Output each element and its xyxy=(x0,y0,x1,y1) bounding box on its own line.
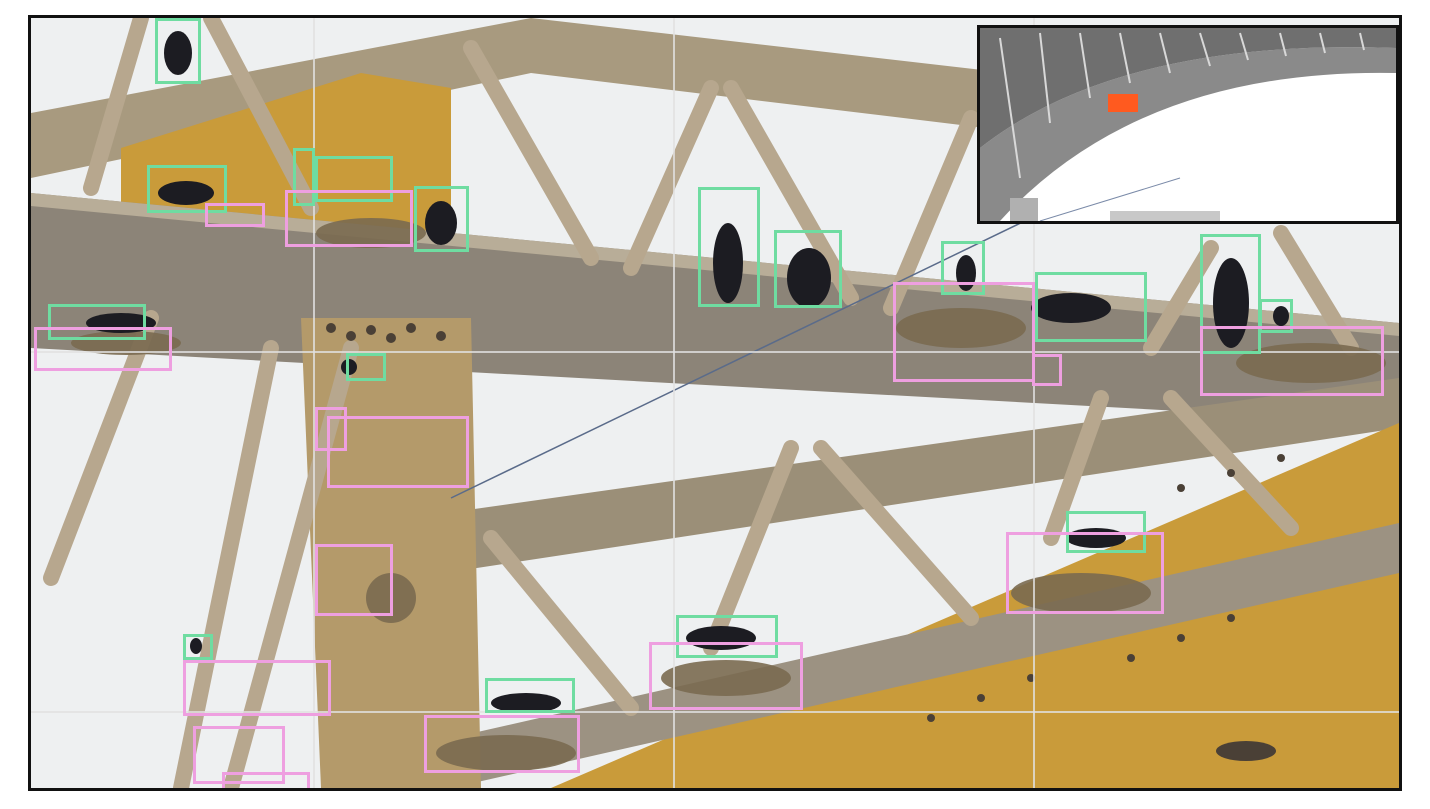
bird-box xyxy=(155,18,201,84)
nest-box xyxy=(205,203,265,227)
grid-line-vertical xyxy=(1033,18,1035,788)
bridge-overview-drawing xyxy=(980,28,1396,221)
nest-box xyxy=(649,642,803,710)
ground-structure xyxy=(1010,198,1038,221)
ground-structure xyxy=(1110,211,1220,221)
middle-girder xyxy=(411,378,1399,578)
bridge-overview-inset xyxy=(977,25,1399,224)
bird-box xyxy=(774,230,842,308)
upper-girder xyxy=(31,18,1399,178)
grid-line-horizontal xyxy=(31,351,1399,353)
bird-box xyxy=(698,187,760,307)
nest-box xyxy=(315,407,347,451)
bird-box xyxy=(414,186,469,252)
nest-box xyxy=(315,544,393,616)
nest-box xyxy=(34,327,172,371)
nest-box xyxy=(285,190,413,247)
cable xyxy=(450,217,1032,499)
bird-box xyxy=(676,615,778,658)
nest-box xyxy=(893,282,1035,382)
bird-box xyxy=(147,165,227,213)
bird-box xyxy=(941,241,985,295)
bird-box xyxy=(48,304,146,340)
bird-box xyxy=(315,156,393,202)
highlight-region-marker xyxy=(1108,94,1138,112)
rivets xyxy=(326,323,1285,761)
bird-box xyxy=(1259,299,1293,333)
grid-line-vertical xyxy=(673,18,675,788)
bird-box xyxy=(293,148,315,206)
nest-box xyxy=(183,660,331,716)
grid-line-vertical xyxy=(313,18,315,788)
cormorants xyxy=(86,31,1289,713)
bird-box xyxy=(346,353,386,381)
bridge-arch xyxy=(980,47,1396,221)
nest-box xyxy=(327,416,469,488)
nest-box xyxy=(193,726,285,784)
nest-box xyxy=(1200,326,1384,396)
nest-box xyxy=(1032,354,1062,386)
photo-frame xyxy=(28,15,1402,791)
bird-box xyxy=(1035,272,1147,342)
inset-cable xyxy=(1039,177,1181,221)
grid-line-horizontal xyxy=(31,711,1399,713)
bird-box xyxy=(183,634,213,660)
nest-box xyxy=(222,772,310,788)
nest-box xyxy=(424,715,580,773)
bird-box xyxy=(485,678,575,713)
nest-box xyxy=(1006,532,1164,614)
bird-box xyxy=(1200,234,1261,354)
